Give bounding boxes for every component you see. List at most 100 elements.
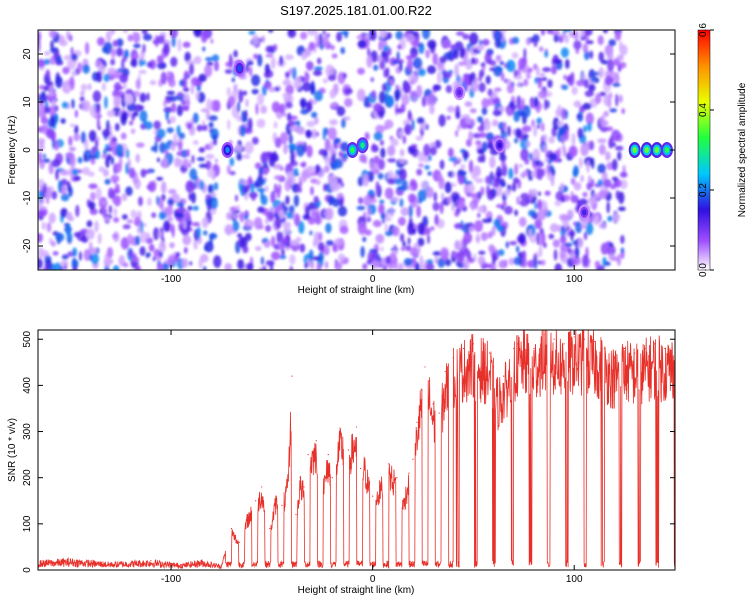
spectral-cell [485,175,492,185]
snr-point [533,347,535,350]
spectral-cell [483,263,493,269]
spectral-cell [192,140,199,145]
spectral-cell [41,221,46,230]
spectral-cell [366,216,372,223]
spectral-cell [405,245,412,252]
spectral-cell [183,158,189,168]
spectral-cell [584,30,593,36]
snr-point [462,347,464,350]
spectral-cell [589,50,594,59]
spectral-cell [261,35,265,43]
spectral-cell [116,47,123,57]
spectral-cell [264,237,268,243]
spectral-cell [560,107,566,121]
spectral-cell [205,56,214,62]
spectral-cell [416,84,423,98]
spectral-cell [499,60,504,66]
spectral-cell [183,70,190,80]
spectral-cell [265,45,274,53]
spectral-cell [87,83,92,91]
spectral-cell [324,208,333,221]
spectral-cell [492,96,500,105]
spectral-cell [506,125,512,137]
spectral-cell [439,159,445,170]
colorbar: 0.0 0.2 0.4 0.6 Normalized spectral amplitu… [697,23,748,277]
spectral-cell [265,224,272,233]
spectral-cell [294,120,299,125]
spectral-cell [245,63,249,73]
spectral-cell [132,111,139,117]
spectral-cell [236,153,243,161]
spectral-cell [532,148,541,161]
spectral-cell [201,120,206,126]
spectral-cell [543,98,548,111]
spectral-cell [573,30,579,42]
spectral-cell [395,30,403,40]
spectral-cell [302,81,312,92]
spectral-cell [583,231,588,241]
spectral-cell [125,148,130,159]
spectral-cell [49,237,53,244]
spectral-cell [141,59,146,66]
spectral-cell [369,198,377,204]
spectral-cell [536,117,543,125]
spectral-cell [542,67,552,73]
snr-point [347,449,350,451]
spectral-cell [576,114,581,119]
spectral-cell [377,54,382,63]
spectral-cell [581,254,589,268]
spectral-cell [73,133,81,142]
snr-point [492,366,495,368]
spectral-cell [149,80,157,86]
spectral-cell [246,262,254,270]
spectral-cell [554,200,562,207]
spectral-cell [210,38,214,44]
spectral-cell [310,259,315,270]
spectral-cell [394,178,403,185]
spectral-cell [469,32,479,46]
spectral-cell [621,108,625,115]
spectral-cell [101,82,107,92]
spectral-cell [48,30,57,38]
spectral-cell [502,200,507,207]
spectral-cell [559,252,566,260]
spectral-cell [279,55,284,66]
y-tick-label: -10 [22,190,33,205]
spectral-cell [181,258,189,268]
y-tick-label: 500 [22,330,33,347]
spectral-cell [513,69,519,78]
y-tick-label: -20 [22,238,33,253]
spectral-cell [439,56,447,64]
spectral-cell [454,223,463,230]
spectral-cell [291,67,297,80]
spectral-cell [132,31,136,42]
spectral-cell [96,70,103,83]
spectral-cell [619,61,627,69]
snr-point [482,347,485,350]
spectral-cell [468,159,474,173]
spectral-cell [426,259,434,265]
spectral-cell [107,67,117,76]
spectral-cell [213,60,220,72]
spectral-cell [546,30,554,35]
spectral-cell [242,185,250,194]
spectral-cell [464,101,473,108]
spectral-cell [322,127,326,141]
spectral-cell [480,186,485,196]
spectral-cell [461,238,465,251]
spectral-cell [310,111,318,119]
spectral-cell [379,199,385,204]
spectral-cell [442,39,451,49]
spectral-cell [523,78,529,87]
spectral-cell [334,261,343,270]
spectral-cell [426,65,437,75]
snr-point [331,477,333,479]
spectral-cell [456,157,462,163]
spectral-cell [457,170,467,176]
spectral-cell [544,50,549,58]
spectral-cell [207,184,213,194]
spectral-cell [267,151,272,157]
colorbar-ticks: 0.0 0.2 0.4 0.6 [698,23,714,277]
spectral-cell [375,233,385,244]
spectral-cell [580,143,589,157]
